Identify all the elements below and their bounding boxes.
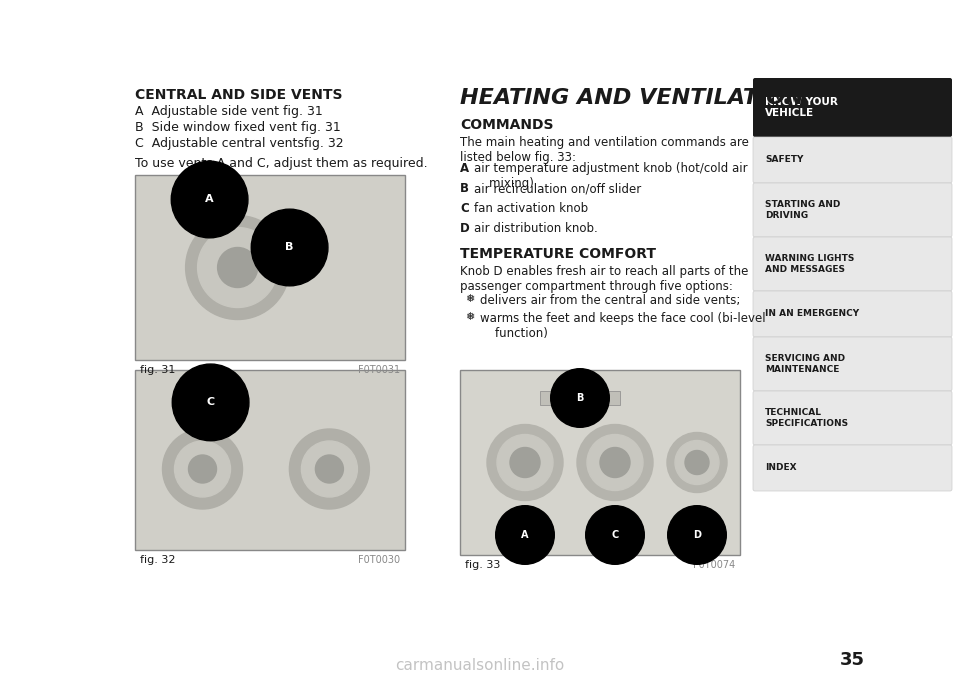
Text: D: D (693, 530, 701, 540)
Circle shape (162, 429, 243, 509)
Circle shape (587, 435, 643, 490)
Text: C: C (612, 530, 618, 540)
Circle shape (198, 227, 277, 308)
Text: F0T0030: F0T0030 (358, 555, 400, 565)
Text: STARTING AND
DRIVING: STARTING AND DRIVING (765, 200, 840, 220)
Text: A: A (205, 194, 214, 204)
Circle shape (497, 435, 553, 490)
Circle shape (316, 455, 344, 483)
Text: ❅: ❅ (465, 312, 474, 322)
Text: A  Adjustable side vent fig. 31: A Adjustable side vent fig. 31 (135, 105, 323, 118)
Text: air distribution knob.: air distribution knob. (474, 222, 598, 235)
Text: HEATING AND VENTILATION: HEATING AND VENTILATION (460, 88, 804, 108)
Text: fig. 31: fig. 31 (140, 365, 176, 375)
Text: A: A (521, 530, 529, 540)
Circle shape (577, 424, 653, 500)
Text: Knob D enables fresh air to reach all parts of the
passenger compartment through: Knob D enables fresh air to reach all pa… (460, 265, 749, 293)
Circle shape (188, 455, 217, 483)
Circle shape (510, 447, 540, 477)
Text: To use vents A and C, adjust them as required.: To use vents A and C, adjust them as req… (135, 157, 427, 170)
Text: delivers air from the central and side vents;: delivers air from the central and side v… (480, 294, 740, 307)
Text: B: B (576, 393, 584, 403)
Text: fig. 32: fig. 32 (140, 555, 176, 565)
Text: air recirculation on/off slider: air recirculation on/off slider (474, 182, 641, 195)
Circle shape (667, 433, 727, 492)
FancyBboxPatch shape (753, 137, 952, 183)
FancyBboxPatch shape (753, 337, 952, 391)
Circle shape (600, 447, 630, 477)
Text: TECHNICAL
SPECIFICATIONS: TECHNICAL SPECIFICATIONS (765, 408, 848, 428)
Bar (135, 370, 405, 550)
FancyBboxPatch shape (753, 237, 952, 291)
Circle shape (185, 215, 290, 320)
Text: SERVICING AND
MAINTENANCE: SERVICING AND MAINTENANCE (765, 354, 845, 373)
Text: C: C (206, 397, 215, 407)
Text: B: B (460, 182, 469, 195)
Text: B: B (285, 242, 294, 253)
Circle shape (175, 441, 230, 497)
Bar (135, 175, 405, 360)
Circle shape (487, 424, 563, 500)
Bar (540, 391, 620, 405)
Text: TEMPERATURE COMFORT: TEMPERATURE COMFORT (460, 247, 656, 261)
Text: SAFETY: SAFETY (765, 155, 804, 164)
Circle shape (218, 248, 257, 287)
Text: fig. 33: fig. 33 (465, 560, 500, 570)
Text: C  Adjustable central ventsfig. 32: C Adjustable central ventsfig. 32 (135, 137, 344, 150)
Text: INDEX: INDEX (765, 464, 797, 473)
Text: COMMANDS: COMMANDS (460, 118, 554, 132)
Text: fan activation knob: fan activation knob (474, 202, 588, 215)
Text: warms the feet and keeps the face cool (bi-level
    function): warms the feet and keeps the face cool (… (480, 312, 766, 340)
Text: A: A (460, 162, 469, 175)
Bar (460, 370, 740, 555)
Text: ❅: ❅ (465, 294, 474, 304)
FancyBboxPatch shape (753, 183, 952, 237)
Text: IN AN EMERGENCY: IN AN EMERGENCY (765, 310, 859, 318)
FancyBboxPatch shape (753, 445, 952, 491)
Text: carmanualsonline.info: carmanualsonline.info (396, 657, 564, 672)
Text: C: C (460, 202, 468, 215)
Text: air temperature adjustment knob (hot/cold air
    mixing): air temperature adjustment knob (hot/col… (474, 162, 748, 190)
FancyBboxPatch shape (753, 78, 952, 137)
Text: B  Side window fixed vent fig. 31: B Side window fixed vent fig. 31 (135, 121, 341, 134)
Text: 35: 35 (840, 651, 865, 669)
Text: F0T0031: F0T0031 (358, 365, 400, 375)
Circle shape (289, 429, 370, 509)
FancyBboxPatch shape (753, 291, 952, 337)
Text: The main heating and ventilation commands are
listed below fig. 33:: The main heating and ventilation command… (460, 136, 749, 164)
Circle shape (685, 450, 709, 475)
FancyBboxPatch shape (753, 391, 952, 445)
Text: KNOW YOUR
VEHICLE: KNOW YOUR VEHICLE (765, 96, 838, 118)
Text: D: D (460, 222, 469, 235)
Circle shape (301, 441, 357, 497)
Text: F0T0074: F0T0074 (693, 560, 735, 570)
Text: CENTRAL AND SIDE VENTS: CENTRAL AND SIDE VENTS (135, 88, 343, 102)
Circle shape (675, 441, 719, 485)
Text: WARNING LIGHTS
AND MESSAGES: WARNING LIGHTS AND MESSAGES (765, 255, 854, 274)
